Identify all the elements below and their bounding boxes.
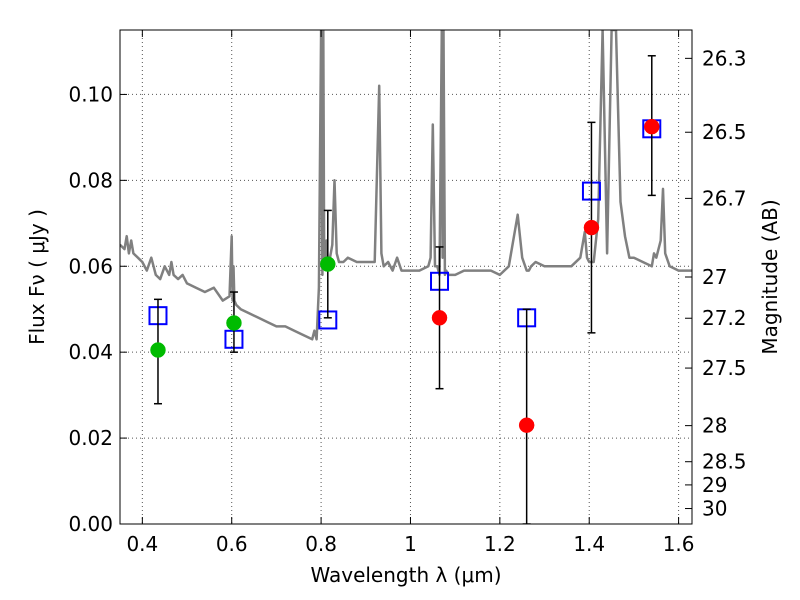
x-tick-label: 1 (404, 532, 417, 556)
right-tick-label: 27 (702, 265, 727, 289)
y-tick-label: 0.04 (68, 340, 113, 364)
observed-point (644, 118, 660, 135)
right-tick-label: 29 (702, 473, 727, 497)
x-tick-label: 0.8 (305, 532, 337, 556)
observed-point (226, 315, 242, 331)
spectrum-line (120, 30, 692, 341)
y-tick-label: 0.02 (68, 426, 113, 450)
right-tick-label: 30 (702, 497, 727, 521)
x-tick-label: 1.2 (484, 532, 516, 556)
right-tick-label: 27.2 (702, 306, 747, 330)
y-tick-label: 0.00 (68, 512, 113, 536)
observed-point (518, 417, 535, 433)
observed-point (320, 256, 336, 272)
right-tick-label: 26.5 (702, 120, 747, 144)
axis-ticks: 0.4 0.6 0.8 1 1.2 1.4 1.6 0.00 0.02 0.04 0.06 0.08 0… (68, 30, 747, 556)
right-tick-label: 28.5 (702, 450, 747, 474)
x-axis-label: Wavelength λ (μm) (310, 563, 501, 587)
x-tick-label: 1.4 (573, 532, 605, 556)
right-tick-label: 26.7 (702, 186, 747, 210)
y-axis-label: Flux Fν ( μJy ) (25, 209, 49, 345)
plot-layer (120, 30, 692, 524)
y-tick-label: 0.06 (68, 254, 113, 278)
observed-point (583, 219, 600, 236)
observed-point (150, 342, 166, 358)
x-tick-label: 0.6 (216, 532, 248, 556)
y-tick-label: 0.08 (68, 168, 113, 192)
y-tick-label: 0.10 (68, 82, 113, 106)
right-tick-label: 28 (702, 414, 727, 438)
right-tick-label: 26.3 (702, 46, 747, 70)
x-tick-label: 0.4 (126, 532, 158, 556)
right-tick-label: 27.5 (702, 356, 747, 380)
y-axis-right-label: Magnitude (AB) (758, 199, 782, 354)
plot-area (120, 30, 692, 524)
x-tick-label: 1.6 (663, 532, 695, 556)
observed-point (431, 310, 448, 326)
